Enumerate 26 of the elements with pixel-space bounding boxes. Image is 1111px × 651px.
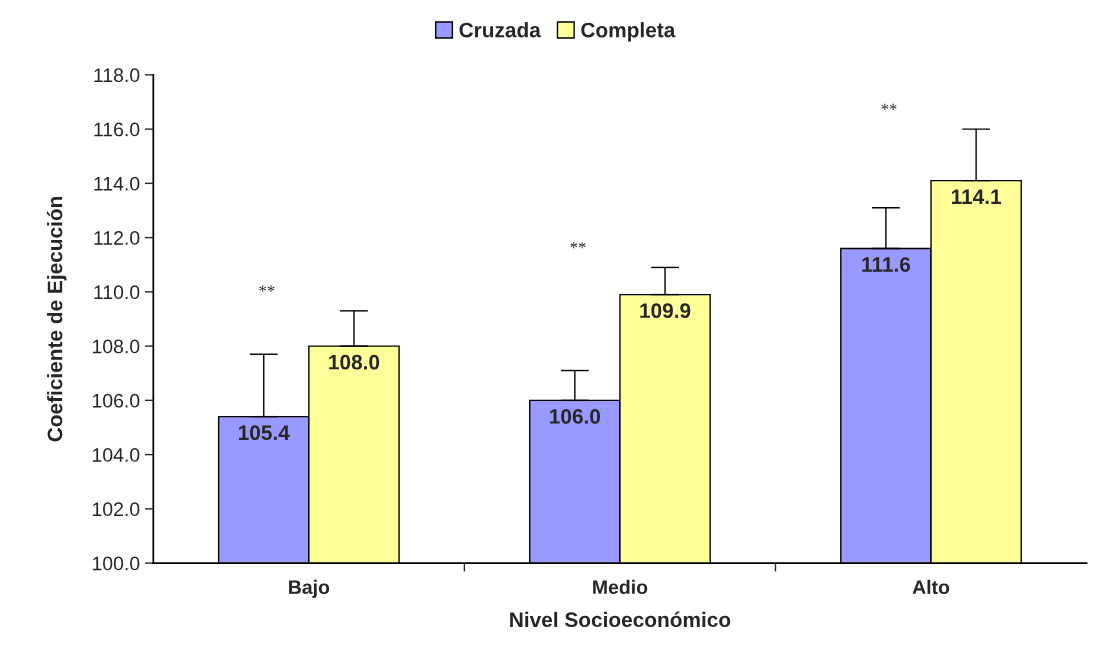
x-tick-label: Alto: [912, 579, 950, 595]
data-label: 114.1: [951, 189, 1002, 204]
x-tick-label: Bajo: [289, 579, 330, 598]
y-tick-label: 102.0: [92, 502, 140, 517]
annotation: **: [881, 103, 897, 110]
data-label: 111.6: [862, 257, 911, 272]
data-label: 105.4: [239, 425, 290, 441]
legend-label: Completa: [581, 22, 676, 42]
x-tick-label: Medio: [593, 579, 648, 595]
y-tick-label: 104.0: [92, 448, 140, 462]
x-axis-title: Nivel Socioeconómico: [510, 611, 731, 628]
data-label: 106.0: [550, 409, 601, 424]
y-tick-label: 116.0: [94, 122, 140, 137]
annotation: **: [259, 285, 275, 292]
y-tick-label: 110.0: [94, 285, 140, 300]
y-tick-label: 114.0: [94, 176, 140, 191]
y-tick-label: 108.0: [92, 339, 140, 354]
legend-label: Cruzada: [459, 22, 541, 38]
y-axis-title: Coeficiente de Ejecución: [46, 196, 67, 442]
y-tick-label: 106.0: [92, 393, 140, 408]
data-label: 109.9: [640, 303, 691, 319]
y-tick-label: 100.0: [92, 556, 140, 571]
y-tick-label: 112.0: [94, 231, 140, 245]
y-tick-label: 118.0: [94, 68, 140, 83]
annotation: **: [570, 242, 586, 249]
data-label: 108.0: [329, 354, 380, 370]
